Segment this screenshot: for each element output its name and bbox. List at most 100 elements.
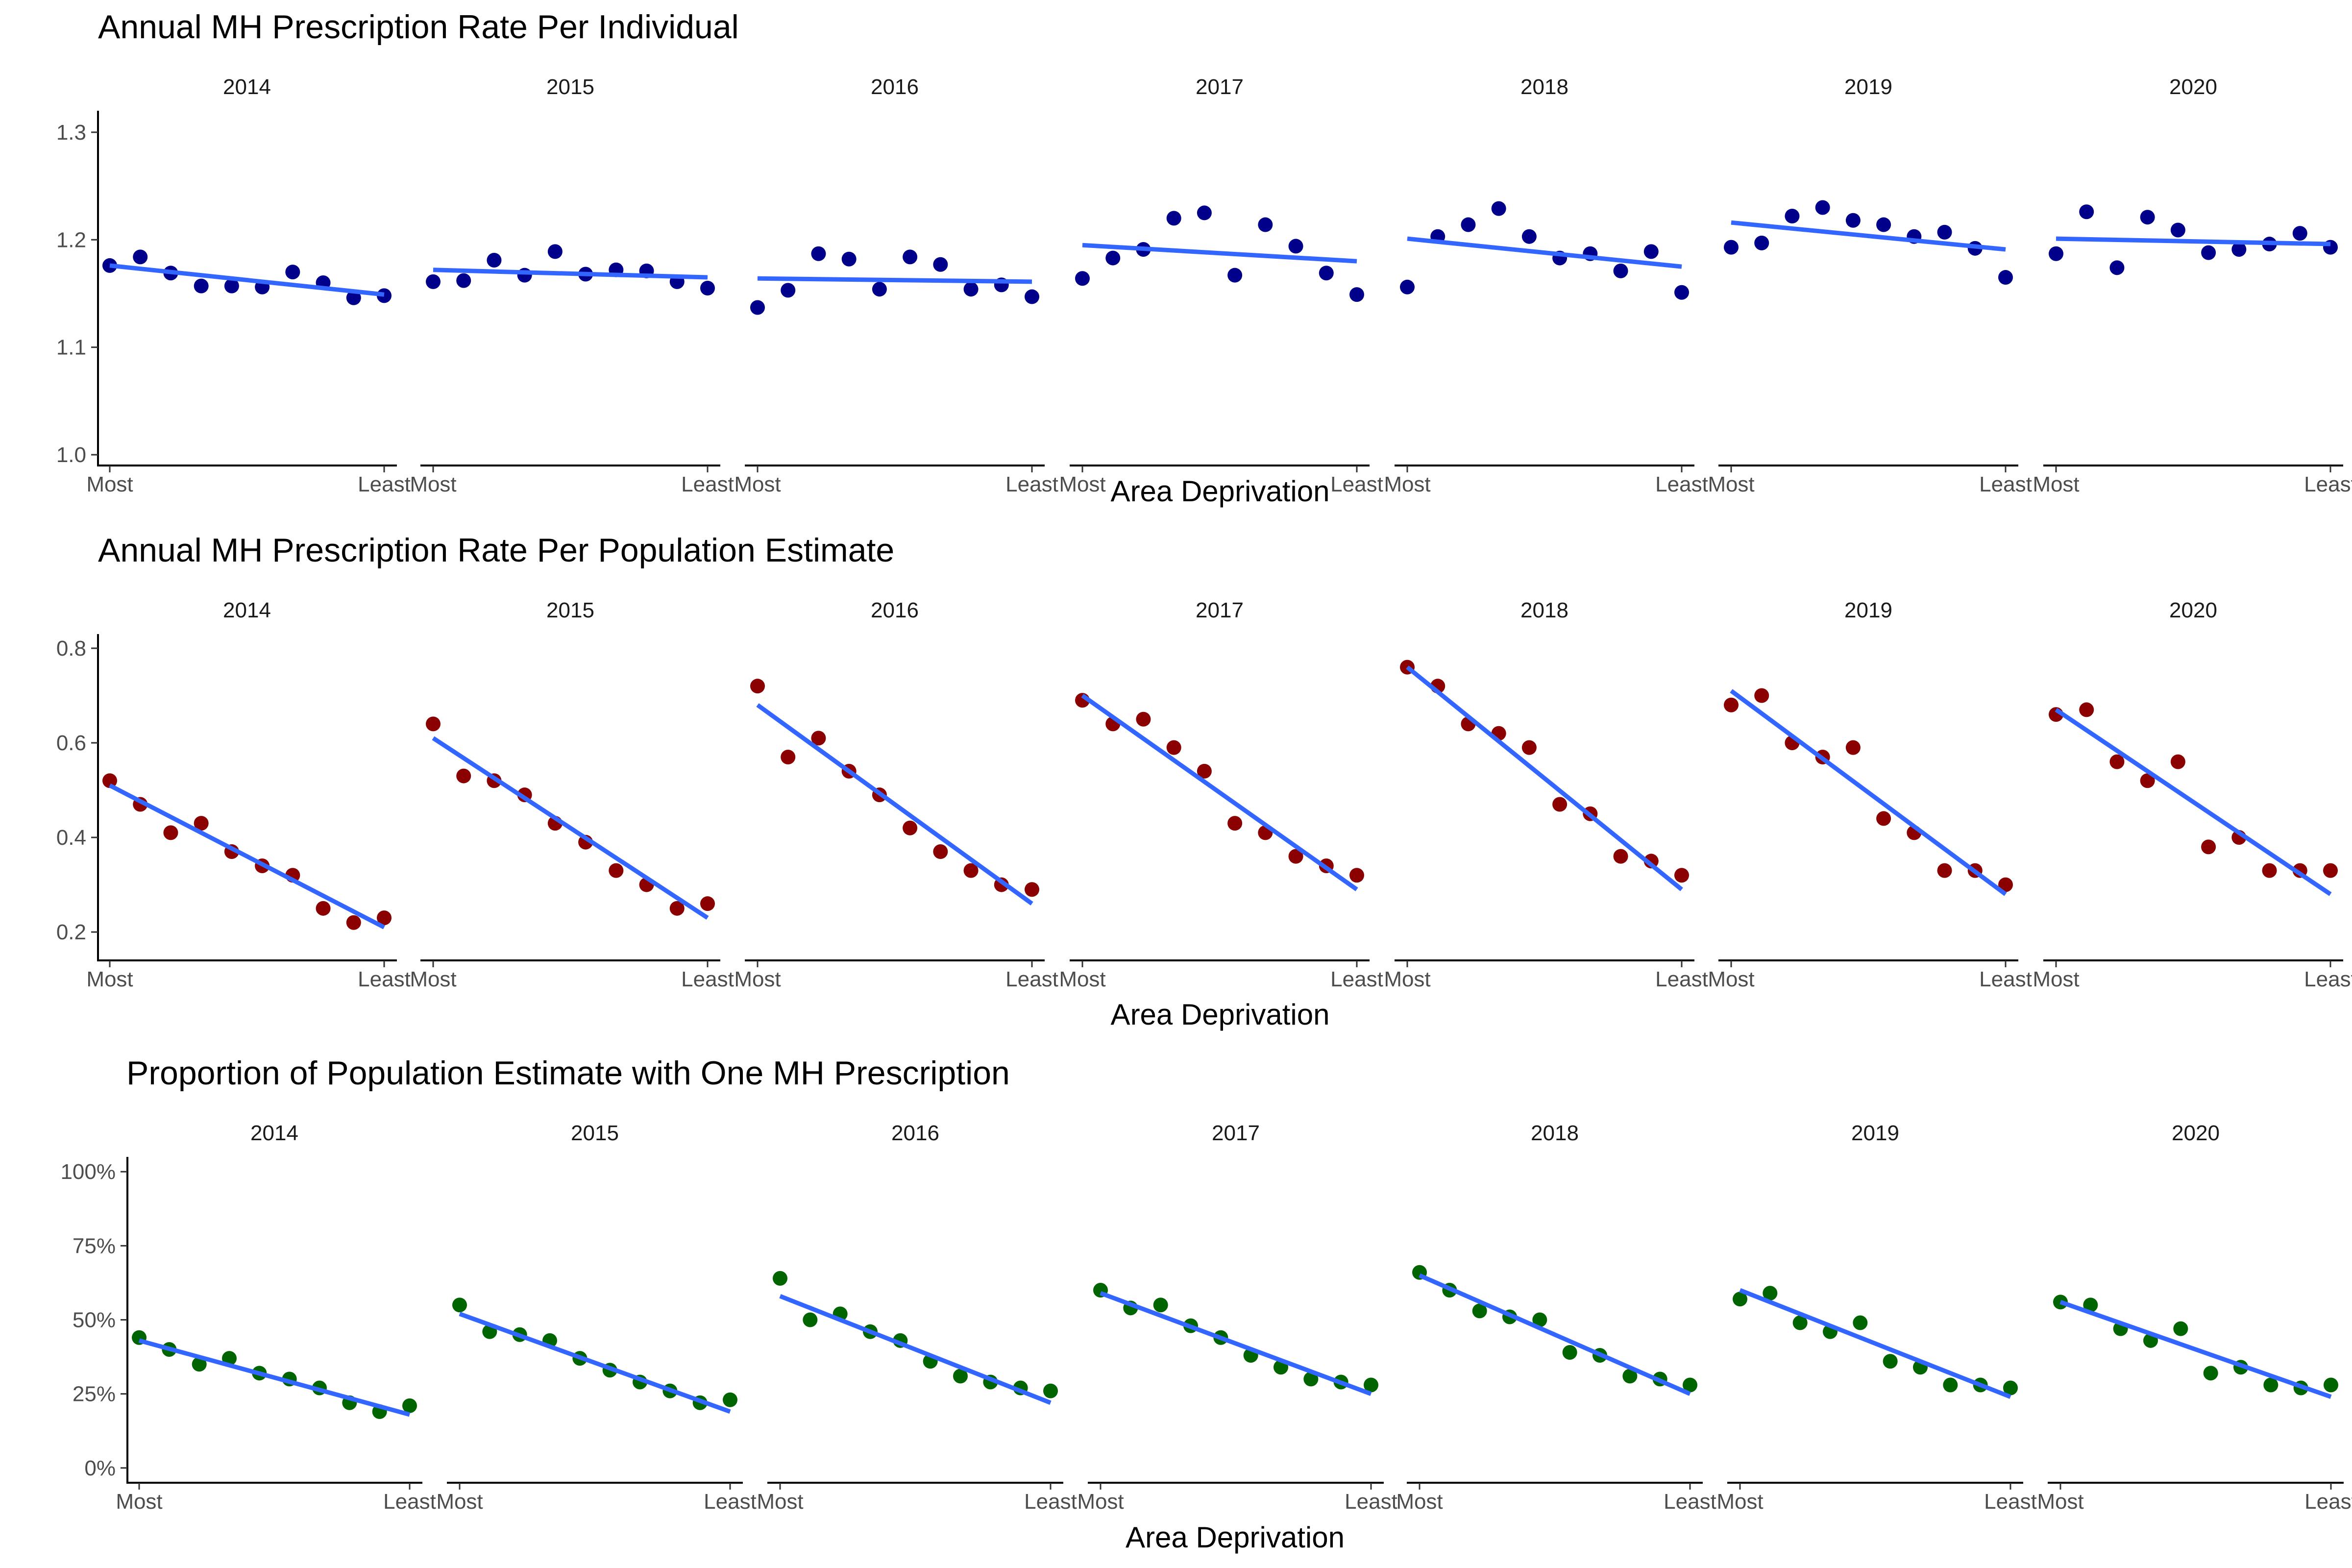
data-point [194, 278, 209, 294]
facet-strip-label: 2017 [1212, 1121, 1260, 1145]
facet-2017: 2017 Most Least [1059, 598, 1383, 991]
data-point [1303, 1372, 1319, 1387]
x-tick-label: Least [1979, 967, 2032, 991]
trend-line [1082, 243, 1357, 264]
data-point [811, 246, 826, 261]
data-point [346, 290, 361, 305]
data-point [456, 768, 471, 784]
facet-2020: 2020 Most Least [2033, 75, 2352, 496]
data-point [2140, 210, 2155, 225]
data-point [1197, 205, 1212, 220]
x-tick-label: Most [734, 472, 781, 496]
trend-line [1407, 236, 1682, 269]
data-point [1288, 239, 1303, 254]
x-tick-label: Least [383, 1490, 436, 1514]
data-point [1733, 1292, 1747, 1307]
trend-line [1081, 693, 1358, 891]
data-point [781, 283, 796, 298]
data-point [426, 274, 441, 289]
data-point [1400, 279, 1415, 294]
data-point [1937, 863, 1952, 878]
data-point [700, 281, 715, 295]
data-point [933, 257, 948, 272]
facet-2017: 2017 Most Least [1077, 1121, 1397, 1514]
data-point [224, 278, 239, 294]
chart-title: Proportion of Population Estimate with O… [126, 1054, 1010, 1092]
data-point [903, 249, 918, 265]
trend-line [432, 736, 709, 920]
x-tick-label: Most [1077, 1490, 1124, 1514]
x-tick-label: Least [2304, 967, 2352, 991]
y-tick-label: 1.2 [56, 228, 86, 252]
data-point [903, 820, 918, 835]
data-point [1075, 271, 1090, 286]
data-point [1258, 217, 1273, 232]
facet-2017: 2017 Most Least [1059, 75, 1383, 496]
x-tick-label: Most [1384, 472, 1430, 496]
data-point [669, 901, 685, 916]
facet-strip-label: 2019 [1844, 598, 1892, 622]
data-point [1845, 740, 1861, 755]
data-point [1319, 266, 1334, 281]
data-point [1853, 1315, 1868, 1330]
y-tick-label: 1.0 [56, 443, 86, 467]
data-point [1153, 1298, 1168, 1313]
data-point [773, 1271, 787, 1286]
data-point [2201, 839, 2216, 855]
chart-block-1: Annual MH Prescription Rate Per Individu… [56, 8, 2352, 508]
data-point [1876, 217, 1891, 232]
facet-strip-label: 2015 [546, 75, 594, 99]
data-point [1227, 816, 1243, 831]
x-tick-label: Most [436, 1490, 483, 1514]
facet-2014: 2014 Most Least [86, 598, 411, 991]
data-point [2201, 245, 2216, 260]
data-point [2262, 863, 2277, 878]
data-point [2324, 1377, 2338, 1393]
data-point [1943, 1377, 1958, 1393]
data-point [346, 915, 361, 930]
data-point [1521, 229, 1537, 244]
data-point [452, 1298, 467, 1313]
y-tick-label: 75% [73, 1234, 116, 1258]
data-point [1998, 270, 2013, 285]
trend-line [1100, 1291, 1372, 1396]
data-point [963, 282, 979, 297]
x-tick-label: Least [1655, 472, 1708, 496]
data-point [2003, 1380, 2018, 1396]
x-axis-title: Area Deprivation [1126, 1521, 1345, 1554]
x-tick-label: Most [757, 1490, 803, 1514]
data-point [2323, 863, 2338, 878]
data-point [2170, 222, 2185, 238]
data-point [133, 249, 148, 265]
data-point [1754, 688, 1769, 703]
x-tick-label: Most [1708, 472, 1754, 496]
x-tick-label: Least [2304, 472, 2352, 496]
data-point [1166, 740, 1181, 755]
data-point [1136, 711, 1151, 727]
data-point [1937, 224, 1952, 240]
facet-strip-label: 2014 [250, 1121, 298, 1145]
facet-strip-label: 2018 [1531, 1121, 1579, 1145]
trend-line [1419, 1273, 1691, 1396]
data-point [781, 749, 796, 764]
data-point [700, 896, 715, 911]
facet-strip-label: 2017 [1196, 75, 1244, 99]
data-point [456, 273, 471, 288]
trend-line [433, 268, 708, 280]
trend-line [2059, 1299, 2332, 1399]
data-point [1674, 868, 1689, 883]
data-point [1025, 289, 1039, 304]
facet-2018: 2018 Most Least [1384, 75, 1708, 496]
data-point [2079, 702, 2094, 717]
data-point [192, 1357, 207, 1372]
data-point [1643, 244, 1659, 259]
x-tick-label: Most [1396, 1490, 1443, 1514]
data-point [1883, 1354, 1898, 1369]
data-point [2079, 204, 2094, 220]
facet-2018: 2018 Most Least [1396, 1121, 1716, 1514]
data-point [750, 300, 765, 315]
data-point [426, 716, 441, 732]
x-tick-label: Least [1984, 1490, 2037, 1514]
x-axis-title: Area Deprivation [1111, 998, 1330, 1031]
data-point [872, 282, 887, 297]
